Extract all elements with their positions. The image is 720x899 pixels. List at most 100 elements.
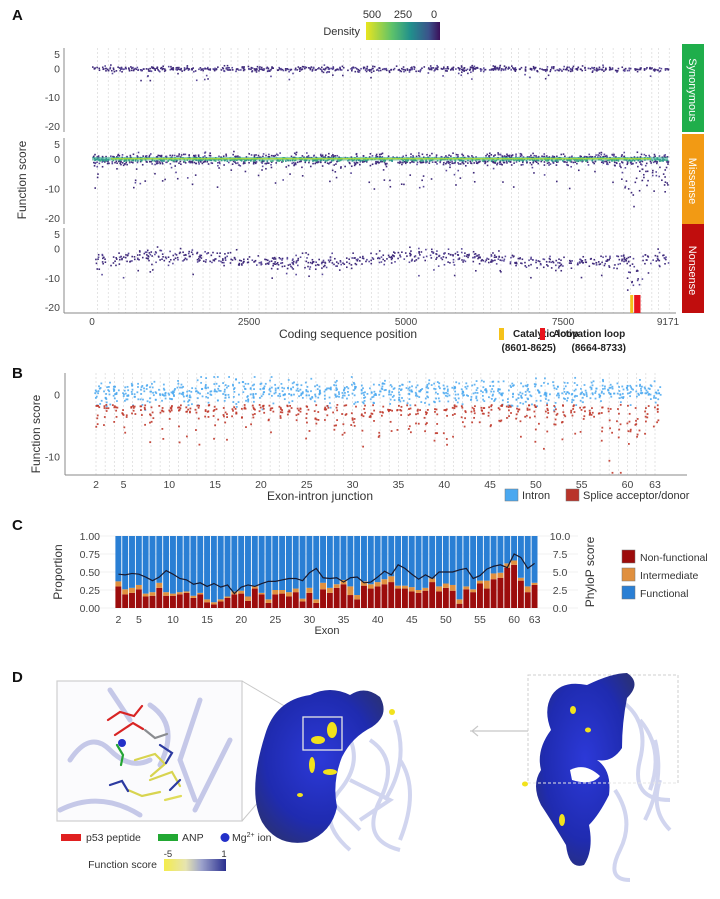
intron-point: [328, 402, 331, 405]
panel-a-data-point: [229, 251, 232, 254]
panel-a-data-point: [176, 66, 179, 69]
panel-a-data-point: [532, 160, 535, 163]
intron-point: [494, 398, 496, 401]
panel-a-data-point: [255, 161, 258, 163]
panel-a-data-point: [591, 70, 594, 72]
panel-a-data-point: [378, 257, 381, 260]
intron-point: [149, 397, 151, 400]
panel-a-data-point: [379, 160, 382, 163]
panel-a-data-point: [637, 165, 639, 168]
splice-site-point: [417, 408, 419, 411]
panel-a-data-point: [304, 161, 307, 164]
panel-a-data-point: [664, 169, 667, 171]
splice-site-point: [644, 415, 647, 418]
splice-site-point: [380, 414, 383, 417]
middle-yellow-patches: [297, 709, 395, 797]
panel-a-data-point: [222, 258, 224, 260]
splice-site-point: [464, 417, 467, 420]
panel-a-data-point: [624, 258, 627, 261]
panel-a-data-point: [372, 65, 374, 68]
intron-point: [475, 395, 478, 398]
panel-a-data-point: [540, 160, 543, 163]
panel-a-data-point: [331, 159, 333, 162]
panel-a-data-point: [196, 258, 199, 261]
panel-a-data-point: [609, 257, 611, 259]
panel-a-data-point: [317, 68, 319, 70]
panel-a-data-point: [175, 68, 178, 71]
panel-a-data-point: [322, 71, 325, 74]
panel-a-data-point: [667, 262, 670, 264]
panel-a-data-point: [457, 161, 459, 164]
splice-site-point: [325, 408, 328, 411]
panel-a-data-point: [404, 68, 406, 71]
splice-site-point: [570, 409, 573, 412]
panel-a-data-point: [549, 258, 551, 261]
function-score-max: 1: [221, 849, 226, 860]
intron-point: [554, 406, 556, 409]
panel-a-data-point: [490, 160, 493, 163]
panel-a-data-point: [331, 155, 333, 157]
intron-point: [446, 385, 449, 388]
panel-a-data-point: [357, 70, 359, 73]
intron-point: [114, 393, 117, 396]
panel-a-data-point: [116, 168, 118, 170]
panel-a-x-tick-label: 7500: [552, 317, 575, 328]
panel-a-data-point: [406, 255, 408, 257]
panel-a-data-point: [148, 259, 150, 262]
panel-a-data-point: [227, 252, 229, 254]
panel-a-data-point: [663, 184, 666, 186]
panel-a-data-point: [197, 161, 200, 164]
splice-site-point: [105, 407, 108, 410]
splice-site-point: [306, 421, 308, 424]
splice-site-point: [281, 411, 284, 414]
intron-point: [217, 387, 220, 390]
panel-a-data-point: [130, 161, 133, 163]
panel-a-data-point: [634, 69, 637, 71]
splice-site-point: [600, 439, 603, 442]
intron-point: [619, 394, 622, 396]
intron-point: [520, 394, 523, 397]
panel-a-data-point: [368, 70, 371, 72]
panel-a-data-point: [238, 69, 240, 71]
panel-a-data-point: [92, 155, 95, 158]
intron-point: [333, 384, 336, 386]
panel-a-data-point: [361, 257, 364, 259]
intron-point: [390, 385, 393, 388]
splice-site-point: [270, 431, 272, 434]
panel-a-data-point: [469, 160, 472, 163]
panel-a-data-point: [642, 173, 645, 176]
intron-point: [214, 390, 217, 393]
intron-point: [527, 387, 530, 390]
panel-a-data-point: [660, 160, 662, 162]
intron-point: [575, 404, 578, 407]
intron-point: [492, 390, 495, 393]
splice-site-point: [288, 410, 291, 413]
panel-a-data-point: [295, 151, 298, 154]
intron-point: [400, 389, 402, 392]
panel-a-data-point: [295, 260, 298, 262]
panel-a-data-point: [332, 66, 335, 68]
panel-a-data-point: [246, 258, 249, 261]
panel-a-data-point: [193, 161, 196, 164]
panel-a-data-point: [94, 153, 96, 156]
bar-functional-exon-33: [326, 536, 333, 588]
panel-a-data-point: [350, 165, 353, 168]
bar-functional-exon-60: [511, 536, 518, 561]
panel-a-data-point: [275, 162, 278, 164]
panel-a-data-point: [378, 250, 381, 252]
panel-a-data-point: [198, 163, 200, 165]
intron-point: [273, 392, 276, 395]
panel-a-data-point: [112, 67, 115, 69]
panel-a-data-point: [537, 260, 540, 262]
panel-a-data-point: [579, 258, 581, 261]
panel-a-data-point: [296, 161, 299, 164]
splice-site-point: [445, 438, 448, 440]
splice-site-point: [233, 406, 236, 409]
intron-point: [235, 378, 237, 381]
intron-point: [497, 380, 500, 383]
panel-a-data-point: [664, 257, 666, 260]
panel-a-data-point: [388, 71, 391, 74]
intron-point: [442, 391, 445, 394]
panel-a-data-point: [329, 259, 332, 261]
intron-point: [453, 385, 456, 388]
